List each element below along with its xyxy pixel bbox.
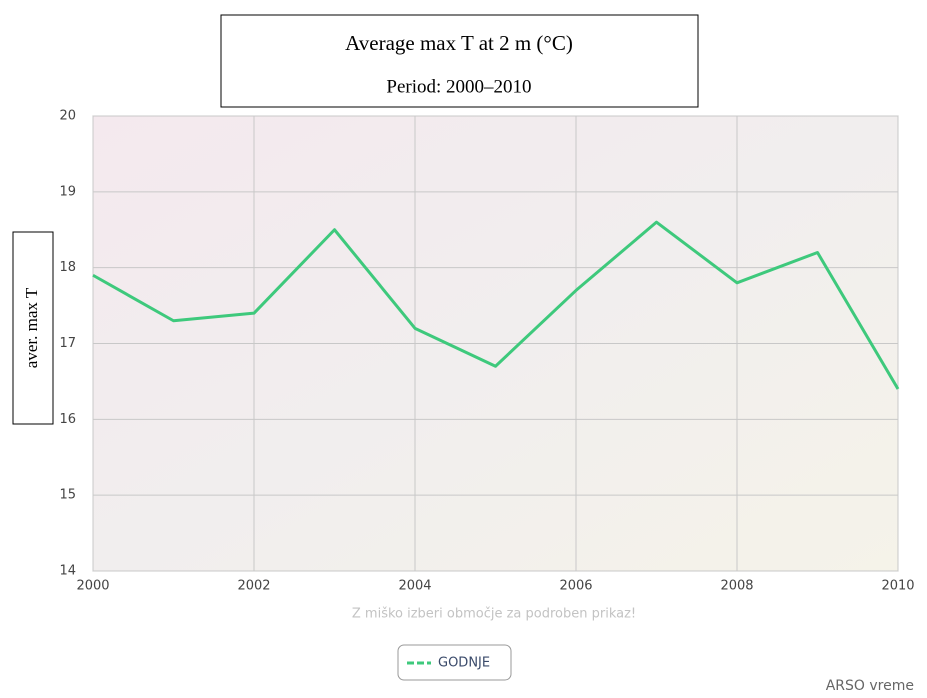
y-tick-label: 18 [59, 260, 76, 275]
data-line [92, 220, 900, 390]
x-tick-label: 2006 [559, 579, 592, 594]
title-box [220, 14, 699, 108]
chart-title: Average max T at 2 m (°C) [345, 31, 573, 55]
legend-box [397, 644, 512, 681]
y-label-box [12, 231, 54, 425]
x-tick-label: 2008 [720, 579, 753, 594]
y-tick-label: 20 [59, 109, 76, 124]
legend-label: GODNJE [438, 656, 490, 671]
y-tick-label: 17 [59, 336, 76, 351]
x-tick-label: 2000 [76, 579, 109, 594]
x-tick-label: 2004 [398, 579, 431, 594]
y-tick-label: 15 [59, 488, 76, 503]
y-tick-label: 16 [59, 412, 76, 427]
chart-subtitle: Period: 2000–2010 [386, 76, 531, 97]
y-axis-label: aver. max T [22, 287, 41, 368]
x-tick-label: 2010 [881, 579, 914, 594]
x-axis-hint: Z miško izberi območje za podroben prika… [352, 607, 636, 622]
y-tick-label: 14 [59, 564, 76, 579]
y-tick-label: 19 [59, 184, 76, 199]
x-tick-label: 2002 [237, 579, 270, 594]
credit: ARSO vreme [826, 678, 914, 694]
